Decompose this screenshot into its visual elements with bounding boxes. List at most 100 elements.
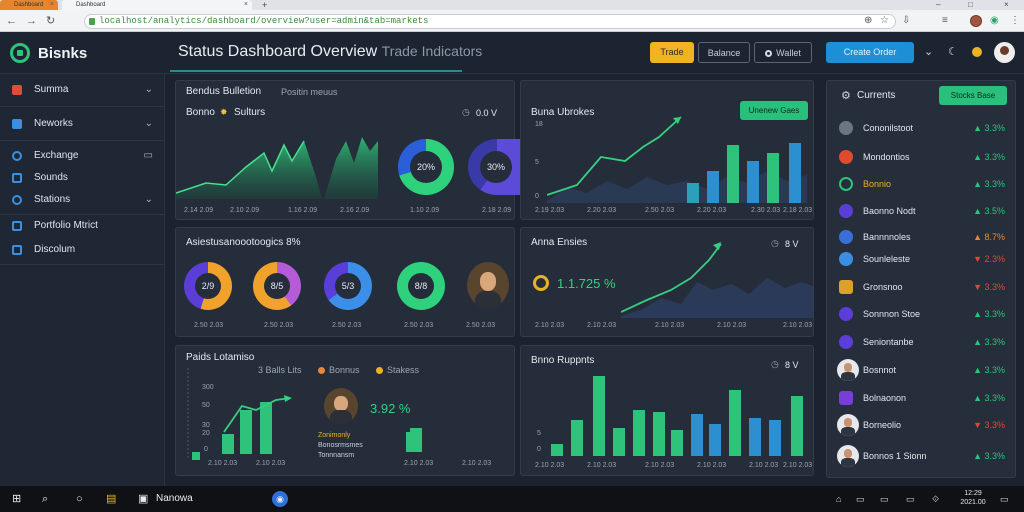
- x-tick: 2.10 2.03: [697, 462, 727, 469]
- sidebar-item-summa[interactable]: Summa ⌄: [0, 80, 165, 100]
- asset-value: 3.3%: [984, 420, 1005, 430]
- browser-profile-avatar[interactable]: [970, 15, 982, 27]
- x-tick: 2.30 2.03: [751, 207, 781, 214]
- stocks-button[interactable]: Stocks Base: [939, 86, 1007, 105]
- browser-tab-active[interactable]: Dashboard ×: [0, 0, 58, 10]
- windows-start-icon[interactable]: ⊞: [12, 493, 22, 505]
- zoom-icon[interactable]: ⊕: [864, 15, 873, 26]
- notification-center-icon[interactable]: ▭: [1000, 494, 1009, 504]
- x-tick: 2.10 2.03: [208, 460, 238, 467]
- asset-change: ▲ 3.3%: [973, 152, 1005, 162]
- chevron-down-icon[interactable]: ⌄: [924, 46, 934, 58]
- list-icon: [12, 245, 22, 255]
- list-item[interactable]: Borneolio ▼ 3.3%: [835, 414, 1009, 436]
- list-item[interactable]: Bosnnot ▲ 3.3%: [835, 359, 1009, 381]
- legend-dot: [376, 367, 383, 374]
- clock-icon: ◷: [462, 107, 470, 117]
- battery-icon[interactable]: ⟐: [932, 494, 940, 504]
- divider: [0, 264, 165, 265]
- menu-lines-icon[interactable]: ≡: [942, 15, 948, 26]
- network-icon[interactable]: ⌂: [836, 494, 842, 504]
- sidebar-item-sounds[interactable]: Sounds: [0, 168, 165, 188]
- list-item[interactable]: Sonnnon Stoe ▲ 3.3%: [835, 303, 1009, 325]
- moon-icon[interactable]: ☾: [948, 46, 958, 58]
- donut-chart: 2/9: [184, 262, 232, 310]
- x-tick: 2.50 2.03: [194, 322, 224, 329]
- donut-label: 2/9: [195, 273, 221, 299]
- kebab-menu-icon[interactable]: ⋮: [1010, 15, 1020, 26]
- url-field[interactable]: localhost/analytics/dashboard/overview?u…: [84, 14, 896, 29]
- reload-icon[interactable]: ↻: [46, 15, 56, 27]
- x-tick: 2.10 2.03: [783, 322, 813, 329]
- asset-icon: [839, 150, 853, 164]
- forward-icon[interactable]: →: [26, 15, 37, 27]
- user-avatar[interactable]: [994, 42, 1015, 63]
- list-item[interactable]: Seniontanbe ▲ 3.3%: [835, 331, 1009, 353]
- asset-value: 3.3%: [984, 152, 1005, 162]
- list-item[interactable]: Bonnio ▲ 3.3%: [835, 173, 1009, 195]
- system-clock[interactable]: 12:29 2021.00: [958, 489, 988, 507]
- x-tick: 2.16 2.09: [340, 207, 370, 214]
- y-tick: 0: [535, 193, 539, 200]
- clock-icon: ◷: [771, 359, 779, 369]
- search-icon[interactable]: ⌕: [42, 493, 49, 505]
- asset-name: Sonnnon Stoe: [863, 309, 921, 319]
- create-order-button[interactable]: Create Order: [826, 42, 914, 63]
- asset-change: ▲ 3.3%: [973, 179, 1005, 189]
- list-item[interactable]: Bannnnoles ▲ 8.7%: [835, 226, 1009, 248]
- sidebar-item-discolum[interactable]: Discolum: [0, 240, 165, 260]
- back-icon[interactable]: ←: [6, 15, 17, 27]
- tray-icon[interactable]: ▭: [856, 494, 865, 504]
- asset-change: ▲ 3.3%: [973, 309, 1005, 319]
- list-item[interactable]: Sounleleste ▼ 2.3%: [835, 248, 1009, 270]
- extension-icon[interactable]: ◉: [990, 15, 999, 26]
- x-tick: 2.50 2.03: [466, 322, 496, 329]
- volume-icon[interactable]: ▭: [880, 494, 889, 504]
- star-icon[interactable]: ☆: [880, 15, 889, 26]
- renew-button[interactable]: Unenew Gaes: [740, 101, 808, 120]
- asset-change: ▲ 3.3%: [973, 393, 1005, 403]
- download-icon[interactable]: ⇩: [902, 15, 911, 26]
- sidebar-item-exchange[interactable]: Exchange ▭: [0, 146, 165, 166]
- message-icon[interactable]: ▭: [143, 150, 153, 161]
- chevron-down-icon[interactable]: ⌄: [144, 84, 153, 95]
- divider: [0, 106, 165, 107]
- sidebar-item-neworks[interactable]: Neworks ⌄: [0, 114, 165, 134]
- list-item[interactable]: Gronsnoo ▼ 3.3%: [835, 276, 1009, 298]
- chevron-down-icon[interactable]: ⌄: [144, 194, 153, 205]
- x-tick: 2.10 2.03: [404, 460, 434, 467]
- asset-change: ▲ 3.3%: [973, 337, 1005, 347]
- minimize-icon[interactable]: –: [936, 0, 941, 9]
- person-line: Zonimonly: [318, 432, 351, 439]
- list-item[interactable]: Bolnaonon ▲ 3.3%: [835, 387, 1009, 409]
- tray-icon[interactable]: ▭: [906, 494, 915, 504]
- browser-taskbar-icon[interactable]: ◉: [272, 491, 288, 507]
- sidebar-item-stations[interactable]: Stations ⌄: [0, 190, 165, 210]
- browser-tab[interactable]: Dashboard ×: [62, 0, 252, 10]
- balance-button[interactable]: Balance: [698, 42, 750, 63]
- close-window-icon[interactable]: ×: [1004, 0, 1009, 9]
- asset-value: 3.3%: [984, 451, 1005, 461]
- address-bar: ← → ↻ localhost/analytics/dashboard/over…: [0, 10, 1024, 32]
- trade-button[interactable]: Trade: [650, 42, 694, 63]
- app-taskbar-icon[interactable]: ▣: [138, 493, 149, 505]
- new-tab-icon[interactable]: +: [262, 0, 268, 10]
- list-item[interactable]: Cononilstoot ▲ 3.3%: [835, 117, 1009, 139]
- donut-chart: 30%: [468, 139, 526, 195]
- list-item[interactable]: Bonnos 1 Sionn ▲ 3.3%: [835, 445, 1009, 467]
- notification-icon[interactable]: [972, 47, 982, 57]
- list-item[interactable]: Mondontios ▲ 3.3%: [835, 146, 1009, 168]
- close-tab-icon[interactable]: ×: [49, 1, 54, 8]
- close-tab-icon[interactable]: ×: [243, 1, 248, 8]
- y-tick: 20: [202, 430, 210, 437]
- taskbar-app-label[interactable]: Nanowa: [156, 493, 193, 504]
- file-explorer-icon[interactable]: ▤: [106, 493, 117, 505]
- currents-panel: ⚙ Currents Stocks Base Cononilstoot ▲ 3.3…: [826, 80, 1016, 478]
- maximize-icon[interactable]: □: [968, 0, 973, 9]
- x-tick: 2.50 2.03: [645, 207, 675, 214]
- sidebar-item-portfolio[interactable]: Portfolio Mtrict: [0, 216, 165, 236]
- list-item[interactable]: Baonno Nodt ▲ 3.5%: [835, 200, 1009, 222]
- chevron-down-icon[interactable]: ⌄: [144, 118, 153, 129]
- wallet-button[interactable]: Wallet: [754, 42, 812, 63]
- task-view-icon[interactable]: ○: [76, 493, 83, 505]
